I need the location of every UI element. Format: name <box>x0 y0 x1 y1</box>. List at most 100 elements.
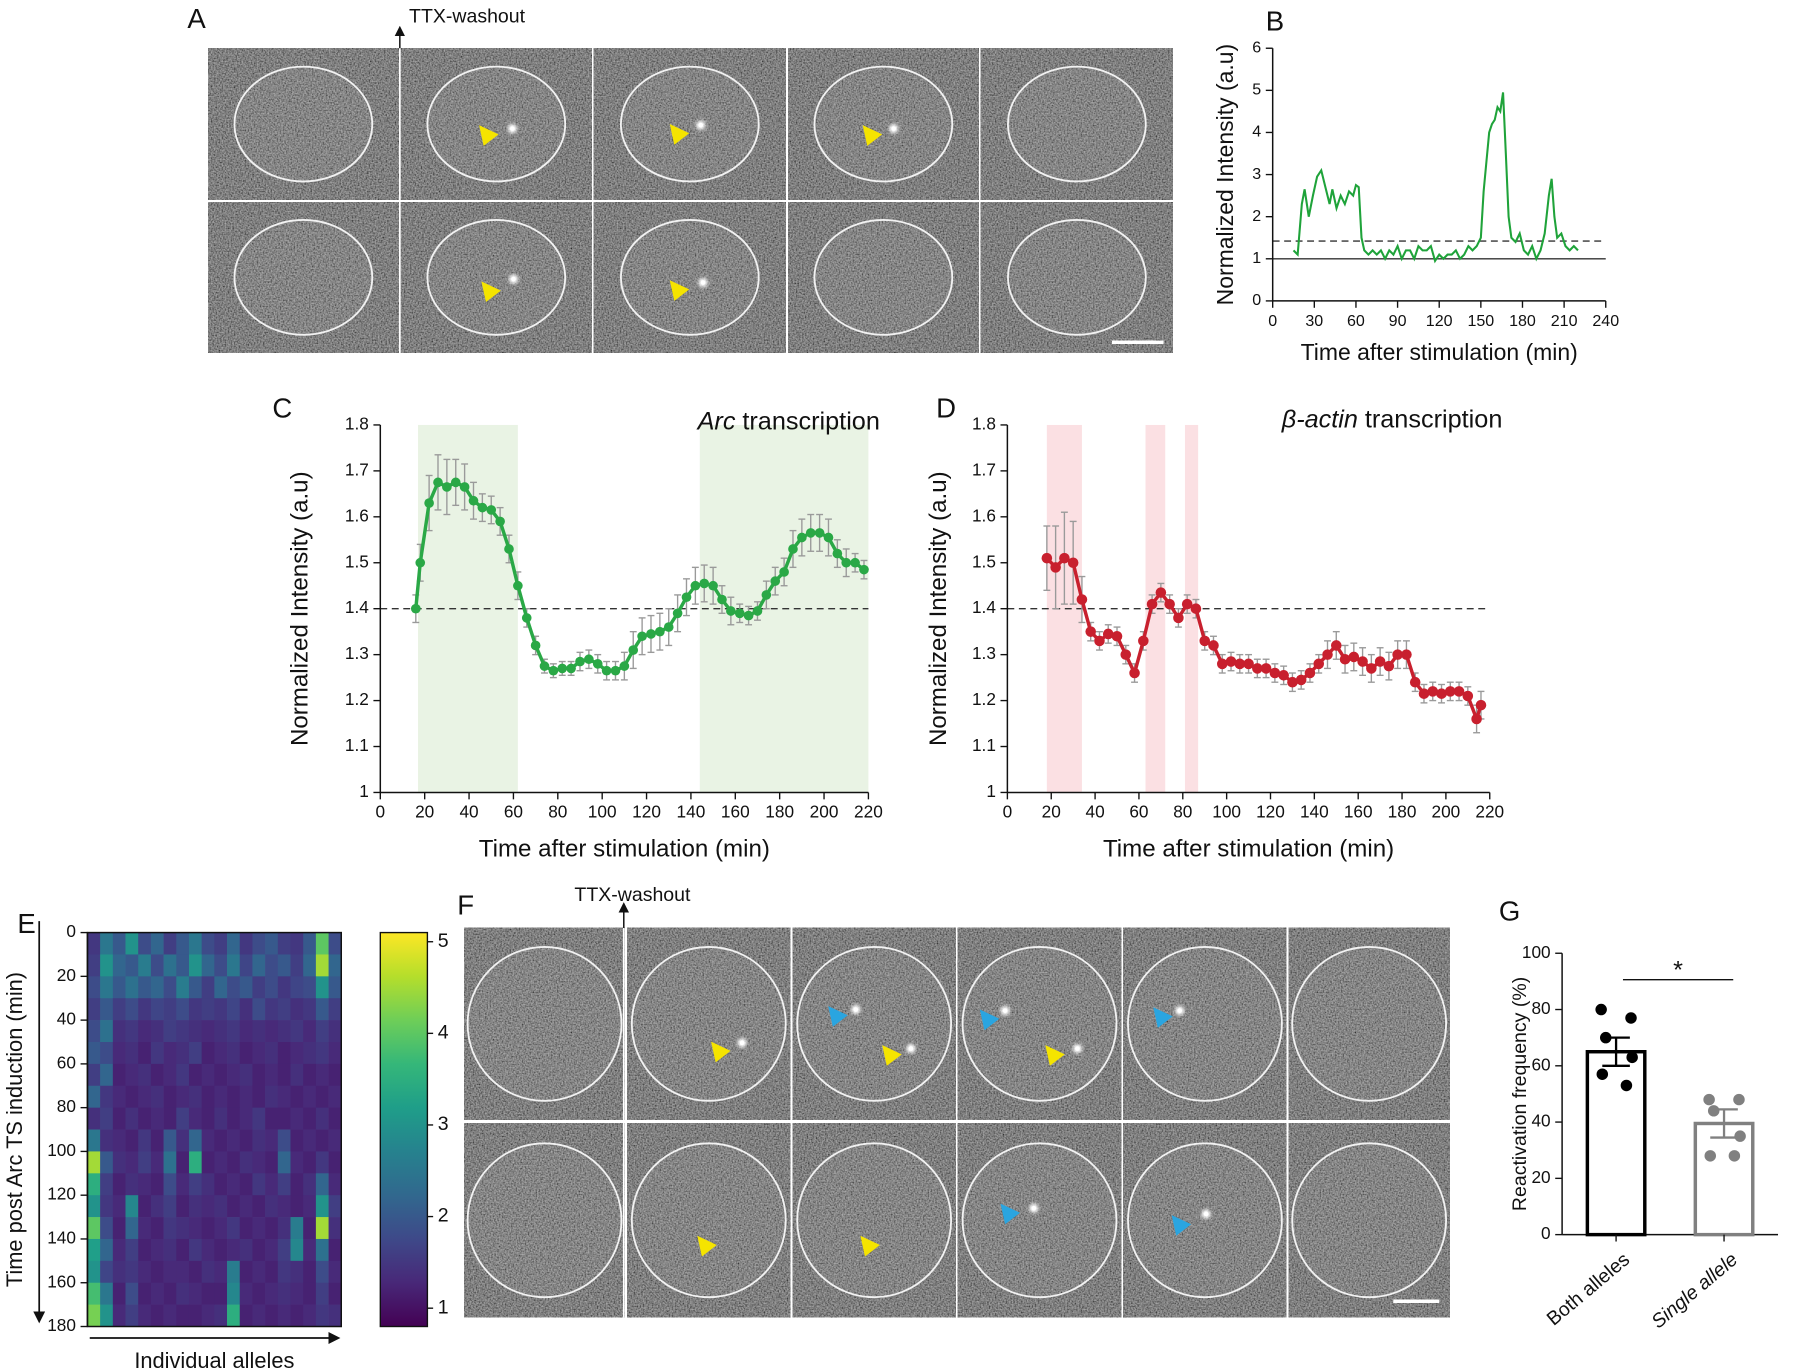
heatmap-cell <box>277 1195 291 1218</box>
heatmap-cell <box>163 954 177 977</box>
heatmap-cell <box>239 932 253 955</box>
x-tick-label: 60 <box>1129 802 1148 822</box>
nucleus-outline <box>1007 219 1147 336</box>
heatmap-cell <box>125 1020 139 1043</box>
data-point <box>841 557 852 568</box>
heatmap-cell <box>290 932 304 955</box>
data-point <box>548 665 559 676</box>
heatmap-cell <box>163 1107 177 1130</box>
heatmap-cell <box>112 1282 126 1305</box>
nucleus-outline <box>466 946 623 1102</box>
heatmap-cell <box>315 1129 329 1152</box>
x-tick-label: 220 <box>1475 802 1504 822</box>
micrograph-cell <box>627 927 791 1120</box>
arrowhead-marker <box>481 281 501 303</box>
micrograph-cell <box>400 202 592 353</box>
panel-letter: E <box>17 908 35 939</box>
nucleus-outline <box>1127 1142 1283 1299</box>
heatmap-cell <box>87 976 101 999</box>
heatmap-cell <box>252 1107 266 1130</box>
transcription-site <box>1031 1205 1037 1211</box>
heatmap-cell <box>163 1173 177 1196</box>
heatmap-cell <box>100 1020 114 1043</box>
transcription-site <box>511 276 516 282</box>
heatmap-cell <box>125 1282 139 1305</box>
heatmap-cell <box>112 998 126 1021</box>
heatmap-cell <box>303 1195 317 1218</box>
colorbar-tick-label: 4 <box>438 1022 449 1044</box>
data-point <box>1269 667 1281 679</box>
x-tick-label: 20 <box>415 802 434 822</box>
heatmap-cell <box>252 1041 266 1065</box>
heatmap-cell <box>252 1020 266 1043</box>
y-tick-label: 5 <box>1252 81 1261 99</box>
transcription-site <box>853 1007 859 1012</box>
heatmap-cell <box>227 1063 241 1087</box>
x-tick-label: Single allele <box>1647 1248 1742 1333</box>
heatmap-cell <box>201 976 215 999</box>
heatmap-cell <box>100 1304 114 1327</box>
heatmap-cell <box>100 1041 114 1065</box>
annotation-gene: β-actin <box>1281 405 1358 433</box>
x-tick-label: 20 <box>1042 802 1061 822</box>
y-tick-label: 1.3 <box>972 643 996 663</box>
data-point <box>1703 1093 1715 1106</box>
heatmap-cell <box>201 1260 215 1284</box>
heatmap-cell <box>277 1151 291 1174</box>
heatmap-cell <box>303 1129 317 1152</box>
arrowhead-marker <box>711 1041 731 1063</box>
colorbar-tick-label: 1 <box>438 1296 449 1318</box>
micrograph-cell <box>980 48 1173 200</box>
heatmap-cell <box>214 1195 228 1218</box>
data-point <box>1234 658 1246 670</box>
heatmap-cell <box>100 1129 114 1152</box>
data-point <box>1600 1031 1612 1044</box>
heatmap-cell <box>252 1217 266 1240</box>
y-tick-label: 140 <box>47 1228 76 1248</box>
data-point <box>1374 656 1386 667</box>
heatmap-cell <box>277 1260 291 1284</box>
x-tick-label: 240 <box>1592 312 1619 330</box>
data-point <box>539 661 550 671</box>
heatmap-cell <box>227 954 241 977</box>
chart-annotation: β-actin transcription <box>1281 405 1503 433</box>
heatmap-cell <box>265 1238 279 1262</box>
heatmap-cell <box>201 1041 215 1065</box>
heatmap-cell <box>328 932 342 955</box>
heatmap-cell <box>188 1195 203 1218</box>
heatmap-cell <box>176 1217 190 1240</box>
micrograph-cell <box>792 1123 956 1318</box>
heatmap-cell <box>277 1107 291 1130</box>
data-point <box>433 477 443 488</box>
annotation-text: transcription <box>1365 405 1503 433</box>
heatmap-cell <box>100 1063 114 1087</box>
heatmap-cell <box>227 1238 241 1262</box>
data-point <box>1225 656 1237 667</box>
x-tick-label: 60 <box>1347 312 1365 330</box>
heatmap-cell <box>201 1173 215 1196</box>
data-point <box>1173 612 1184 624</box>
data-point <box>699 578 710 589</box>
heatmap-cell <box>328 1129 342 1152</box>
data-point <box>1704 1150 1717 1162</box>
heatmap-cell <box>227 1195 241 1218</box>
heatmap-cell <box>112 976 126 999</box>
heatmap-cell <box>303 1041 317 1065</box>
heatmap-cell <box>112 1041 126 1065</box>
data-point <box>513 580 523 591</box>
arrowhead-marker <box>697 1235 717 1257</box>
heatmap-cell <box>239 1217 253 1240</box>
data-point <box>1366 663 1377 674</box>
heatmap-cell <box>163 1195 177 1218</box>
heatmap-cell <box>125 1173 139 1196</box>
heatmap-cell <box>227 1282 241 1305</box>
heatmap-cell <box>227 1107 241 1130</box>
data-point <box>1427 686 1439 697</box>
heatmap-cell <box>315 998 329 1021</box>
data-point <box>761 590 772 600</box>
heatmap-cell <box>265 1304 279 1327</box>
heatmap-cell <box>112 954 126 977</box>
heatmap-cell <box>214 998 228 1021</box>
y-tick-label: 120 <box>47 1184 76 1204</box>
data-point <box>1208 640 1219 651</box>
